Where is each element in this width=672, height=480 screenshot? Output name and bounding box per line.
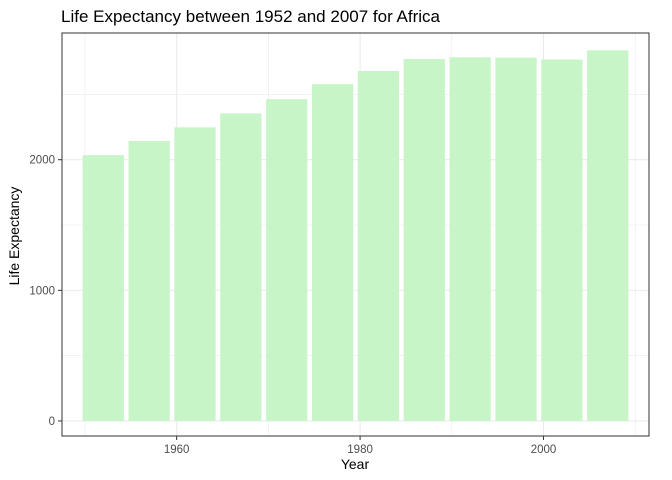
bar-1952: [82, 155, 124, 421]
x-axis-title: Year: [341, 456, 370, 472]
y-tick-label: 2000: [29, 155, 55, 167]
bar-2002: [541, 59, 583, 421]
y-axis-title: Life Expectancy: [6, 187, 22, 286]
bar-1992: [449, 57, 491, 421]
chart-title: Life Expectancy between 1952 and 2007 fo…: [61, 7, 441, 26]
bar-2007: [587, 50, 629, 421]
y-tick-label: 0: [49, 416, 55, 428]
ticks-layer: 1960 1980 2000 0 1000 2000: [29, 155, 556, 456]
bar-1997: [495, 57, 537, 421]
bar-1962: [174, 127, 216, 421]
bar-1972: [266, 99, 308, 421]
bars-layer: [82, 50, 629, 421]
x-tick-label: 1960: [164, 444, 190, 456]
bar-1987: [403, 59, 445, 421]
x-tick-label: 1980: [347, 444, 373, 456]
bar-1967: [220, 113, 262, 421]
y-tick-label: 1000: [29, 285, 55, 297]
bar-1977: [311, 84, 354, 421]
bar-1982: [357, 71, 400, 421]
panel-border: [61, 32, 650, 437]
bar-1957: [128, 140, 170, 421]
x-tick-label: 2000: [531, 444, 557, 456]
